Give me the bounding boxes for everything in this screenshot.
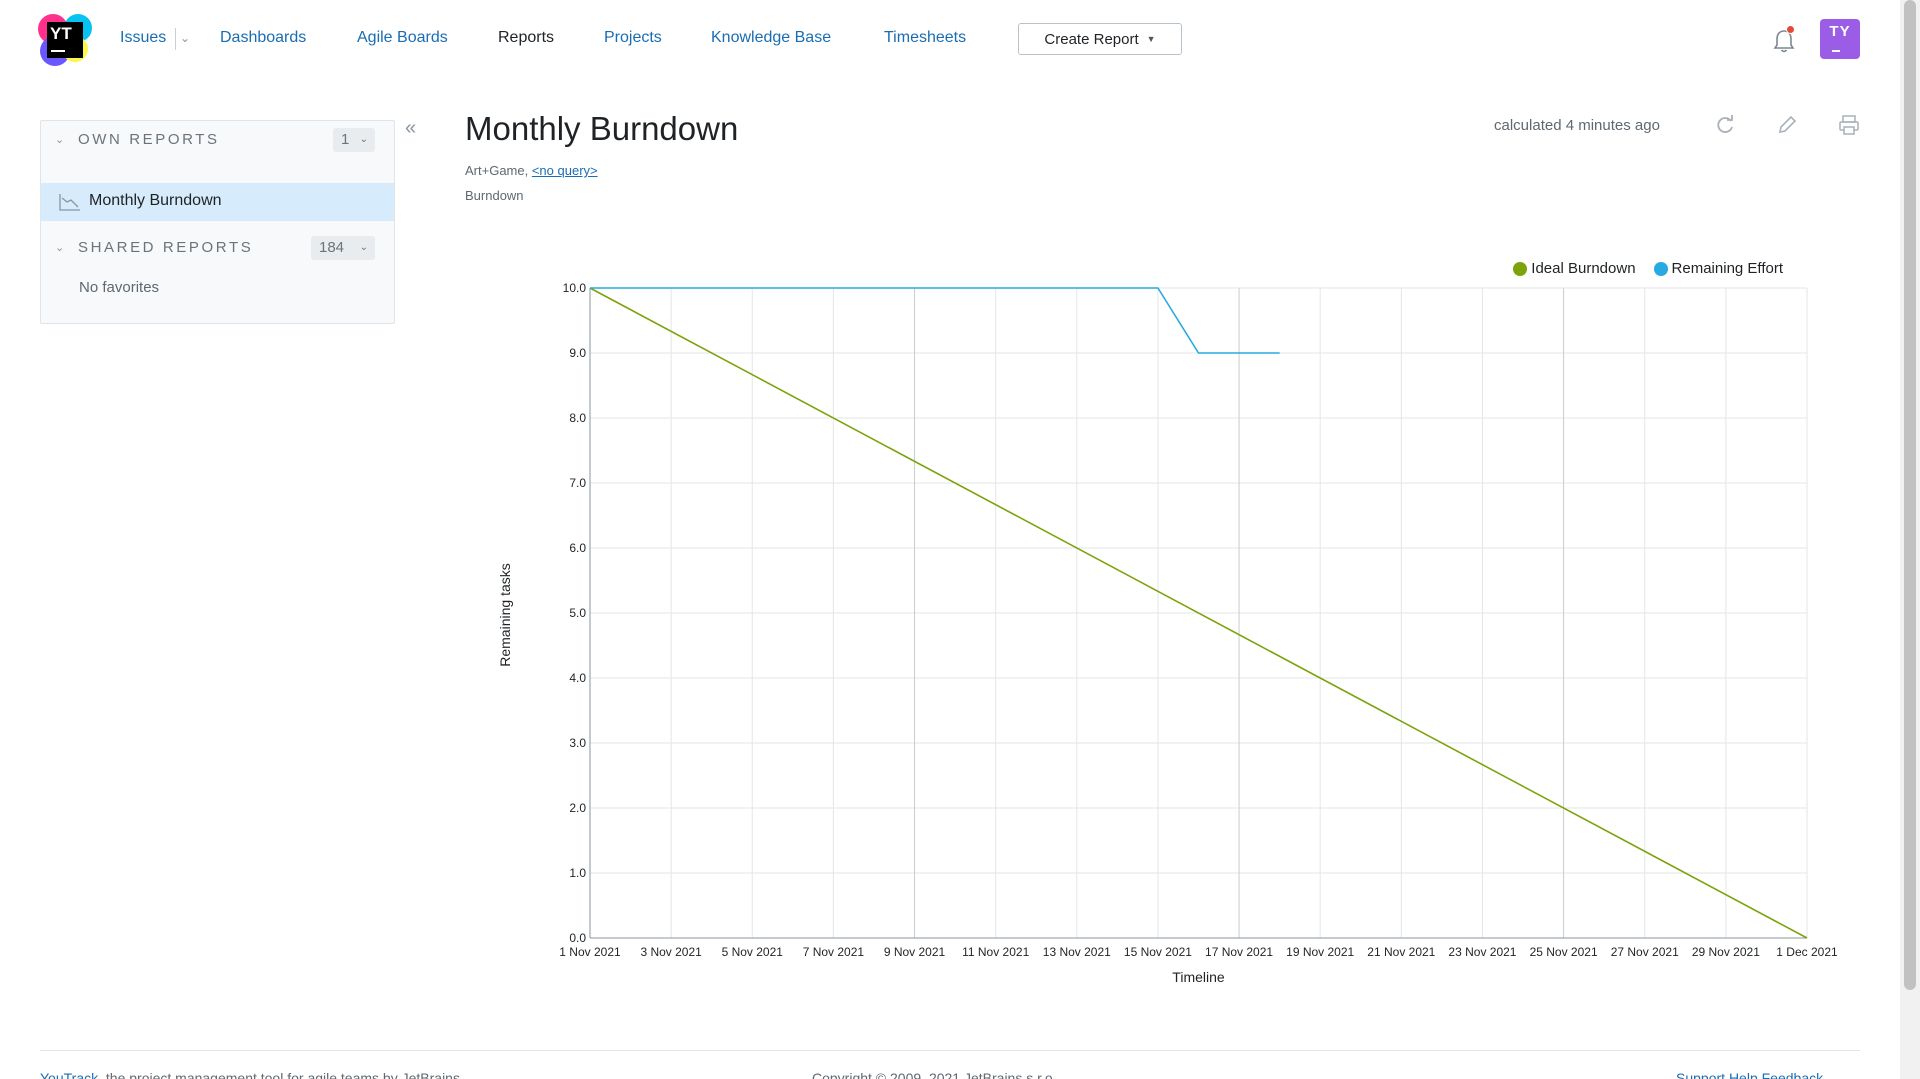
x-tick-label: 9 Nov 2021 (884, 945, 946, 959)
nav-reports[interactable]: Reports (498, 29, 555, 46)
footer-divider (40, 1050, 1860, 1051)
x-tick-label: 1 Nov 2021 (559, 945, 621, 959)
own-reports-header[interactable]: ⌄ OWN REPORTS 1 ⌄ (41, 121, 394, 157)
reports-sidebar: ⌄ OWN REPORTS 1 ⌄ Monthly Burndown ⌄ SHA… (40, 120, 395, 324)
chevron-down-icon: ⌄ (359, 242, 368, 253)
legend-ideal-label: Ideal Burndown (1531, 260, 1636, 277)
chevron-down-icon: ⌄ (359, 134, 368, 145)
series-line-ideal-burndown (589, 287, 1808, 939)
shared-reports-header[interactable]: ⌄ SHARED REPORTS 184 ⌄ (41, 229, 394, 265)
y-tick-label: 0.0 (569, 931, 586, 945)
footer-copyright: Copyright © 2009–2021 JetBrains s.r.o. (812, 1070, 1057, 1079)
shared-reports-count[interactable]: 184 ⌄ (311, 236, 375, 260)
x-tick-label: 17 Nov 2021 (1205, 945, 1273, 959)
legend-remaining-effort[interactable]: Remaining Effort (1653, 260, 1783, 277)
calculated-status: calculated 4 minutes ago (1494, 117, 1660, 134)
y-tick-label: 8.0 (569, 411, 586, 425)
caret-down-icon: ▼ (1146, 34, 1156, 44)
footer-support-link[interactable]: Support (1676, 1070, 1726, 1079)
nav-dashboards[interactable]: Dashboards (220, 29, 307, 46)
nav-timesheets[interactable]: Timesheets (884, 29, 967, 46)
create-report-button[interactable]: Create Report ▼ (1018, 23, 1182, 55)
y-tick-label: 1.0 (569, 866, 586, 880)
nav-agile-boards[interactable]: Agile Boards (357, 29, 448, 46)
page-scrollbar[interactable] (1900, 0, 1920, 1079)
x-tick-label: 15 Nov 2021 (1124, 945, 1192, 959)
edit-icon[interactable] (1776, 114, 1798, 136)
x-tick-label: 23 Nov 2021 (1448, 945, 1516, 959)
youtrack-logo[interactable]: YT (38, 14, 92, 66)
footer-youtrack-link[interactable]: YouTrack (40, 1070, 99, 1079)
chevron-down-icon[interactable]: ⌄ (180, 31, 191, 45)
x-tick-label: 1 Dec 2021 (1776, 945, 1838, 959)
x-tick-label: 19 Nov 2021 (1286, 945, 1354, 959)
page-title: Monthly Burndown (465, 110, 739, 147)
create-report-label: Create Report (1044, 30, 1139, 48)
legend-remaining-swatch (1653, 261, 1668, 276)
y-tick-label: 7.0 (569, 476, 586, 490)
nav-projects[interactable]: Projects (604, 29, 662, 46)
x-axis-title: Timeline (1172, 969, 1225, 985)
report-item-label: Monthly Burndown (89, 192, 222, 209)
report-query-link[interactable]: <no query> (531, 163, 598, 178)
footer-left: YouTrack, the project management tool fo… (40, 1070, 460, 1079)
y-tick-label: 5.0 (569, 606, 586, 620)
y-tick-label: 6.0 (569, 541, 586, 555)
x-tick-label: 5 Nov 2021 (722, 945, 784, 959)
x-tick-label: 11 Nov 2021 (962, 945, 1029, 959)
user-initials: TY (1829, 23, 1851, 40)
report-item-monthly-burndown[interactable]: Monthly Burndown (41, 183, 394, 221)
series-line-remaining-effort (590, 287, 1280, 354)
footer-links: Support Help Feedback (1676, 1070, 1823, 1079)
report-project: Art+Game, (465, 163, 529, 178)
chart-legend: Ideal Burndown Remaining Effort (1513, 260, 1783, 277)
top-header: YT Issues ⌄ Dashboards Agile Boards Repo… (0, 0, 1900, 78)
x-tick-label: 13 Nov 2021 (1043, 945, 1111, 959)
legend-remaining-label: Remaining Effort (1671, 260, 1783, 277)
own-reports-count[interactable]: 1 ⌄ (333, 128, 375, 152)
chart-plot-area: 0.0 1.0 2.0 3.0 4.0 5.0 6.0 7.0 8.0 9.0 10.0 1 Nov … (497, 281, 1838, 985)
own-reports-count-value: 1 (341, 131, 350, 148)
x-tick-label: 29 Nov 2021 (1692, 945, 1760, 959)
x-tick-label: 25 Nov 2021 (1530, 945, 1598, 959)
footer-help-link[interactable]: Help (1728, 1070, 1758, 1079)
x-tick-label: 27 Nov 2021 (1611, 945, 1679, 959)
nav-issues[interactable]: Issues (120, 29, 167, 46)
own-reports-title: OWN REPORTS (78, 131, 220, 148)
x-tick-label: 21 Nov 2021 (1367, 945, 1435, 959)
report-meta: Art+Game, <no query> (465, 163, 598, 178)
x-tick-label: 7 Nov 2021 (803, 945, 865, 959)
x-tick-label: 3 Nov 2021 (640, 945, 702, 959)
burndown-chart: Ideal Burndown Remaining Effort 0.0 1.0 2.… (460, 250, 1860, 1000)
chevron-down-icon[interactable]: ⌄ (55, 134, 65, 146)
report-type: Burndown (465, 188, 524, 203)
y-tick-label: 4.0 (569, 671, 586, 685)
y-tick-label: 2.0 (569, 801, 586, 815)
shared-reports-title: SHARED REPORTS (78, 239, 254, 256)
footer-feedback-link[interactable]: Feedback (1761, 1070, 1824, 1079)
burndown-chart-icon (59, 194, 80, 211)
notifications-bell-icon[interactable] (1772, 25, 1796, 54)
chevron-down-icon[interactable]: ⌄ (55, 242, 65, 254)
footer-tagline: , the project management tool for agile … (98, 1070, 460, 1079)
legend-ideal-swatch (1513, 261, 1528, 276)
collapse-sidebar-icon[interactable]: « (405, 117, 417, 139)
legend-ideal-burndown[interactable]: Ideal Burndown (1513, 260, 1636, 277)
no-favorites-text: No favorites (79, 279, 160, 296)
y-axis-title: Remaining tasks (497, 563, 513, 667)
user-avatar[interactable]: TY (1820, 19, 1860, 59)
y-tick-label: 10.0 (563, 281, 587, 295)
nav-knowledge-base[interactable]: Knowledge Base (711, 29, 832, 46)
nav-separator (175, 28, 176, 50)
y-tick-label: 3.0 (569, 736, 586, 750)
y-tick-label: 9.0 (569, 346, 586, 360)
print-icon[interactable] (1838, 114, 1860, 136)
shared-reports-count-value: 184 (319, 239, 345, 256)
notification-dot (1786, 25, 1795, 34)
refresh-icon[interactable] (1714, 114, 1736, 136)
